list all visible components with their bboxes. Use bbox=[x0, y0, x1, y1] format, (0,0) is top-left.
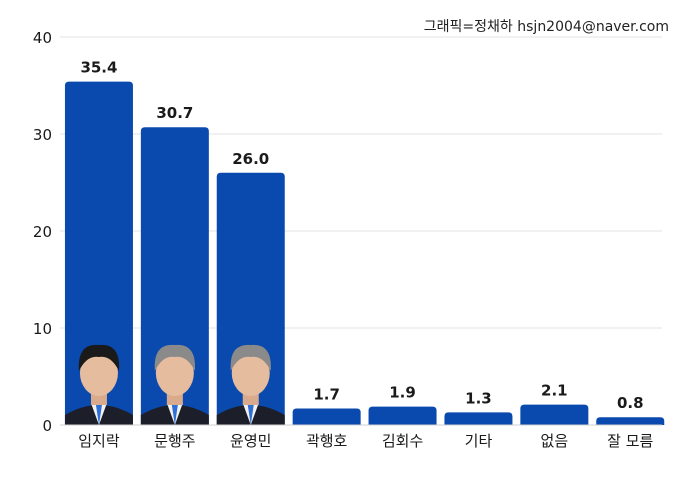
candidate-portrait bbox=[64, 344, 133, 425]
y-tick-label: 20 bbox=[33, 223, 52, 241]
bar bbox=[596, 417, 665, 425]
bar bbox=[64, 81, 133, 426]
x-tick-label: 곽행호 bbox=[306, 432, 348, 450]
bar bbox=[140, 127, 209, 426]
bar bbox=[368, 406, 437, 425]
data-label: 35.4 bbox=[80, 59, 117, 77]
x-tick-label: 문행주 bbox=[154, 432, 195, 450]
data-label: 1.3 bbox=[465, 389, 492, 407]
data-label: 0.8 bbox=[617, 394, 644, 412]
data-label: 1.7 bbox=[313, 386, 340, 404]
bar bbox=[444, 412, 513, 425]
candidate-portrait bbox=[216, 344, 285, 425]
data-label: 30.7 bbox=[156, 104, 193, 122]
y-tick-label: 30 bbox=[33, 126, 52, 144]
data-label: 2.1 bbox=[541, 382, 568, 400]
y-tick-label: 0 bbox=[42, 417, 52, 435]
candidate-portrait bbox=[140, 344, 209, 425]
x-tick-label: 김회수 bbox=[382, 432, 423, 450]
x-tick-label: 윤영민 bbox=[230, 432, 271, 450]
x-tick-label: 임지락 bbox=[78, 432, 120, 450]
x-tick-label: 잘 모름 bbox=[607, 432, 653, 450]
x-tick-label: 없음 bbox=[541, 432, 569, 450]
bar bbox=[520, 404, 589, 425]
data-label: 1.9 bbox=[389, 384, 416, 402]
graphic-credit: 그래픽=정채하 hsjn2004@naver.com bbox=[423, 19, 669, 35]
y-tick-label: 10 bbox=[33, 320, 52, 338]
bar bbox=[292, 408, 361, 425]
y-tick-label: 40 bbox=[33, 29, 52, 47]
x-tick-label: 기타 bbox=[465, 432, 493, 450]
data-label: 26.0 bbox=[232, 150, 269, 168]
